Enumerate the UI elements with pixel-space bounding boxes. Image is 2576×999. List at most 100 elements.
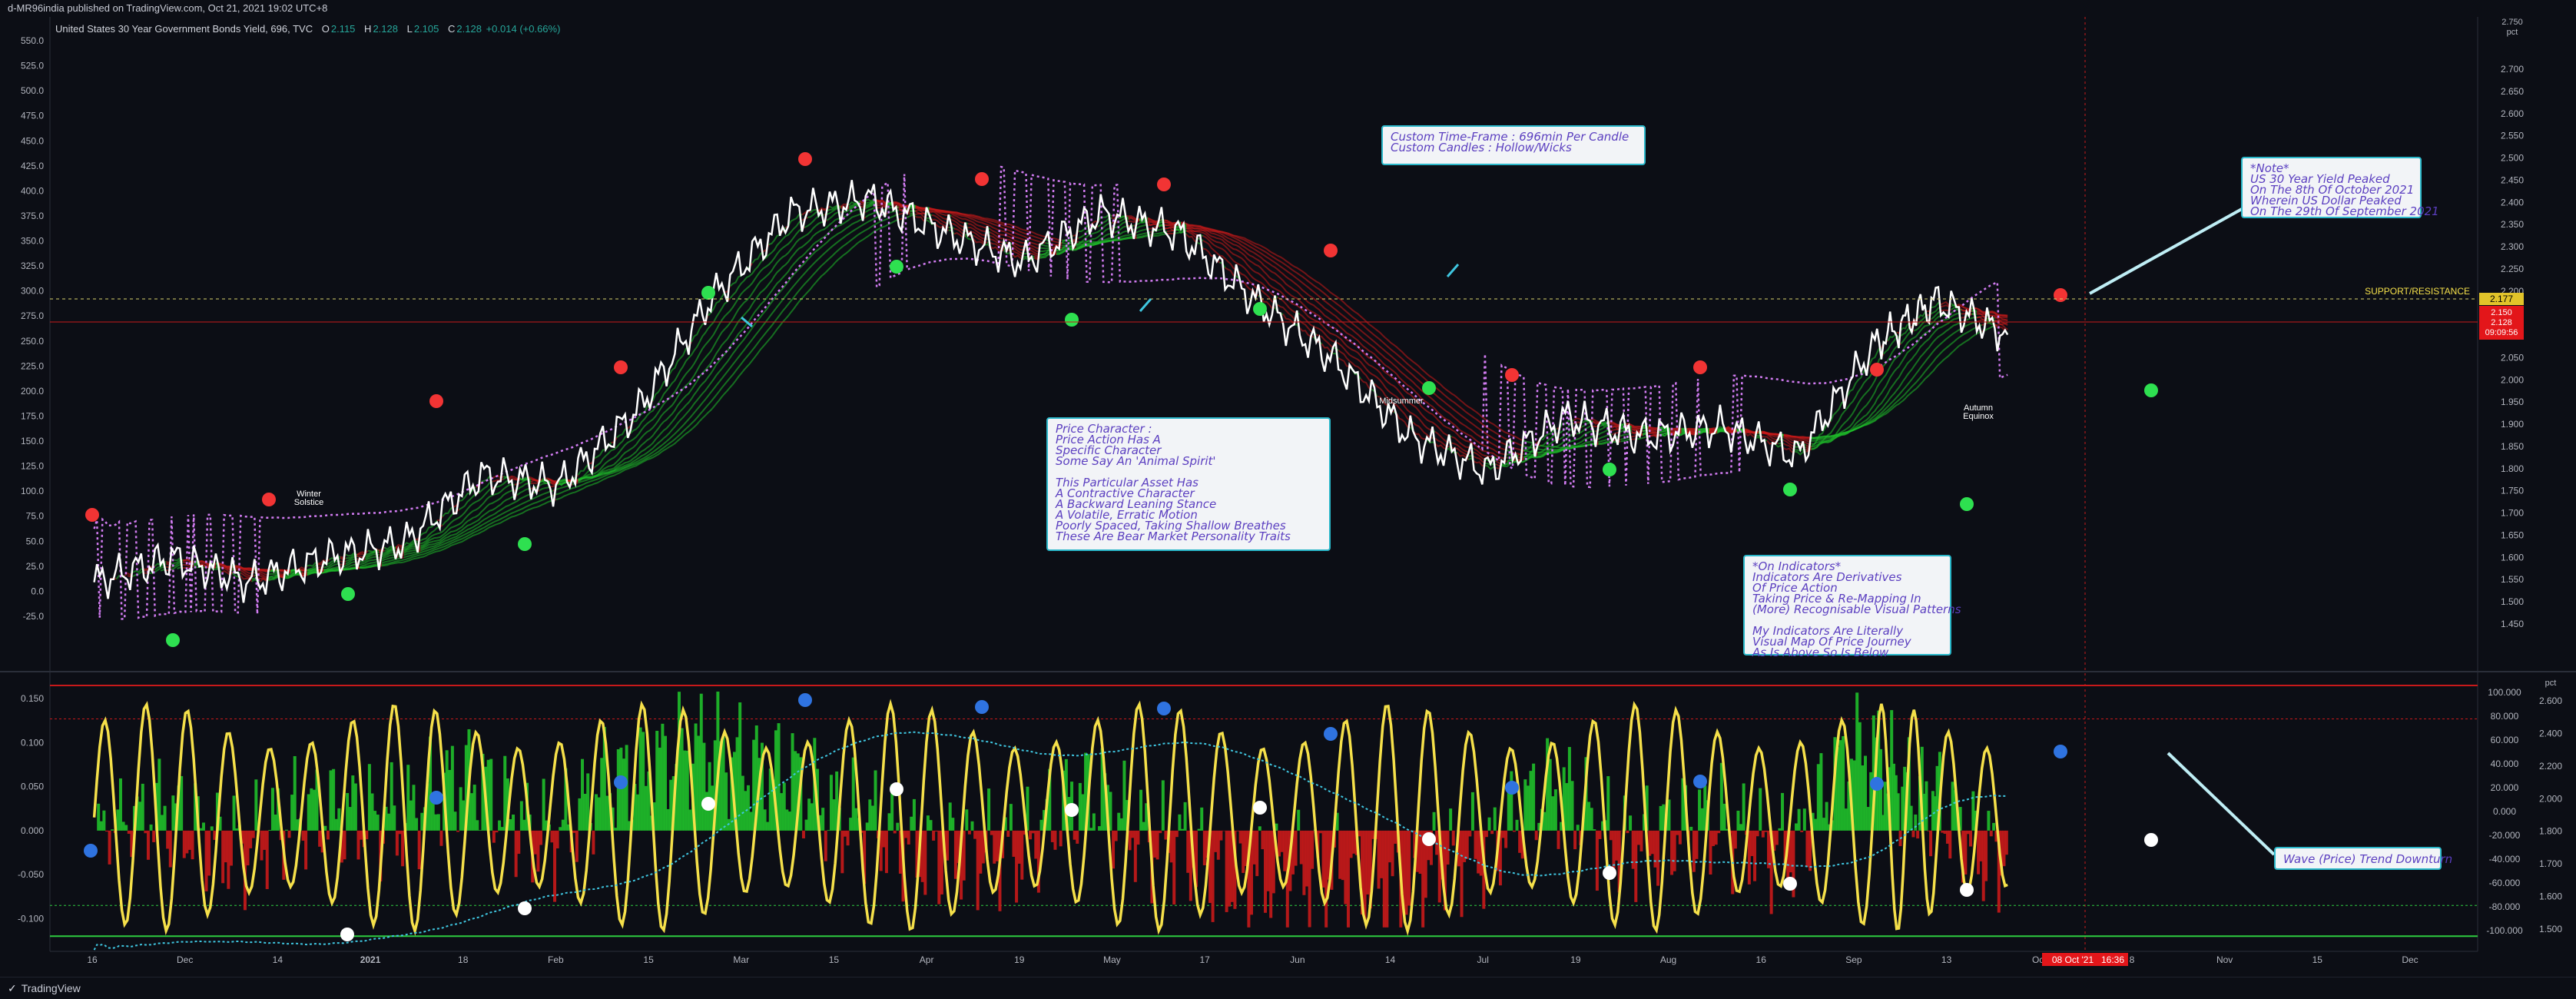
histogram-bar-down	[398, 831, 401, 834]
left-price-tick: 325.0	[21, 261, 44, 271]
histogram-bar-up	[1565, 783, 1568, 831]
histogram-bar-down	[263, 831, 266, 850]
histogram-bar-up	[274, 815, 277, 831]
histogram-bar-up	[1554, 789, 1557, 831]
time-tick: May	[1103, 954, 1121, 965]
histogram-bar-down	[1656, 831, 1659, 886]
swing-high-dot	[262, 493, 276, 506]
histogram-bar-down	[1186, 831, 1189, 873]
winter-solstice-label: Winter Solstice	[286, 490, 332, 507]
histogram-bar-up	[827, 830, 830, 831]
histogram-bar-down	[1172, 831, 1175, 904]
histogram-bar-up	[1606, 776, 1610, 831]
swing-high-dot	[1693, 360, 1707, 374]
histogram-bar-down	[1762, 831, 1765, 838]
histogram-bar-up	[1992, 823, 1995, 831]
histogram-bar-down	[515, 831, 518, 877]
histogram-bar-down	[1748, 831, 1751, 884]
histogram-bar-up	[1629, 815, 1632, 831]
indicators-note-line: As Is Above So Is Below	[1752, 647, 1942, 658]
swing-high-dot	[85, 508, 99, 522]
histogram-bar-down	[1129, 831, 1132, 850]
right-price-tick: 2.550	[2501, 131, 2524, 141]
histogram-bar-up	[520, 802, 523, 831]
right-oscillator-tick: 40.000	[2491, 758, 2519, 769]
indicators-note-line: (More) Recognisable Visual Patterns	[1752, 604, 1942, 615]
histogram-bar-down	[492, 831, 496, 843]
histogram-bar-up	[470, 793, 473, 831]
histogram-bar-up	[866, 822, 869, 830]
histogram-bar-down	[1673, 831, 1676, 871]
swing-low-dot	[890, 260, 903, 274]
histogram-bar-up	[1839, 740, 1842, 831]
histogram-bar-up	[451, 746, 454, 831]
histogram-bar-up	[1698, 789, 1701, 830]
histogram-bar-down	[169, 831, 172, 868]
right-price-tick: 1.500	[2501, 596, 2524, 607]
wave-trend-note-line: Wave (Price) Trend Downturn	[2283, 853, 2432, 865]
histogram-bar-down	[1112, 831, 1115, 868]
histogram-bar-up	[354, 784, 357, 831]
time-tick: Feb	[548, 954, 564, 965]
oscillator-high-dot	[975, 700, 989, 714]
histogram-bar-down	[1712, 831, 1715, 846]
peak-note-pointer	[2090, 209, 2242, 294]
swing-low-dot	[1960, 497, 1974, 511]
histogram-bar-down	[1750, 831, 1753, 856]
histogram-bar-down	[1029, 831, 1032, 839]
histogram-bar-up	[1117, 813, 1120, 831]
right-price-tick: 2.650	[2501, 86, 2524, 97]
right-price-tick: 2.000	[2501, 374, 2524, 385]
histogram-bar-up	[1736, 811, 1739, 831]
histogram-bar-down	[1775, 831, 1779, 845]
histogram-bar-up	[1858, 722, 1862, 831]
time-tick: 15	[643, 954, 654, 965]
histogram-bar-down	[840, 831, 844, 873]
right-oscillator-tick: -40.000	[2489, 854, 2521, 865]
histogram-bar-down	[1598, 831, 1601, 839]
high-price-tag-text: 2.150	[2491, 308, 2512, 317]
histogram-bar-up	[1861, 765, 1864, 831]
histogram-bar-up	[432, 801, 435, 831]
histogram-bar-down	[1311, 831, 1314, 869]
histogram-bar-up	[1516, 820, 1519, 831]
histogram-bar-up	[368, 764, 371, 831]
histogram-bar-down	[1911, 831, 1915, 838]
right-price-tick: 2.350	[2501, 219, 2524, 230]
histogram-bar-up	[598, 798, 601, 831]
price-character-note-line: These Are Bear Market Personality Traits	[1056, 531, 1321, 542]
histogram-bar-down	[1153, 831, 1156, 858]
time-tick: Jun	[1290, 954, 1305, 965]
histogram-bar-down	[1573, 831, 1576, 849]
right-price-tick: 1.450	[2501, 619, 2524, 629]
histogram-bar-up	[373, 811, 376, 831]
ribbon-up-line	[1136, 229, 1147, 233]
histogram-bar-up	[636, 795, 639, 831]
left-price-tick: 125.0	[21, 461, 44, 472]
left-price-tick: 350.0	[21, 236, 44, 247]
histogram-bar-up	[437, 814, 440, 830]
histogram-bar-down	[946, 831, 949, 861]
right-price-tick: 2.250	[2501, 264, 2524, 274]
time-tick: Sep	[1845, 954, 1862, 965]
left-oscillator-tick: -0.050	[18, 869, 44, 880]
histogram-bar-down	[1460, 831, 1464, 917]
histogram-bar-up	[119, 778, 122, 831]
histogram-bar-down	[1338, 831, 1341, 879]
histogram-bar-up	[409, 801, 413, 831]
histogram-bar-up	[337, 808, 340, 831]
histogram-bar-up	[1507, 789, 1510, 831]
histogram-bar-down	[993, 831, 996, 864]
histogram-bar-up	[738, 702, 741, 831]
histogram-bar-up	[1576, 825, 1580, 831]
histogram-bar-up	[157, 758, 161, 831]
ribbon-down-line	[1994, 317, 2007, 318]
histogram-bar-down	[1535, 831, 1538, 840]
histogram-bar-up	[642, 732, 645, 830]
histogram-bar-up	[788, 811, 791, 831]
right-price-tick: 1.850	[2501, 441, 2524, 452]
histogram-bar-up	[122, 821, 125, 830]
histogram-bar-up	[1258, 826, 1261, 831]
oscillator-high-dot	[1324, 727, 1338, 741]
